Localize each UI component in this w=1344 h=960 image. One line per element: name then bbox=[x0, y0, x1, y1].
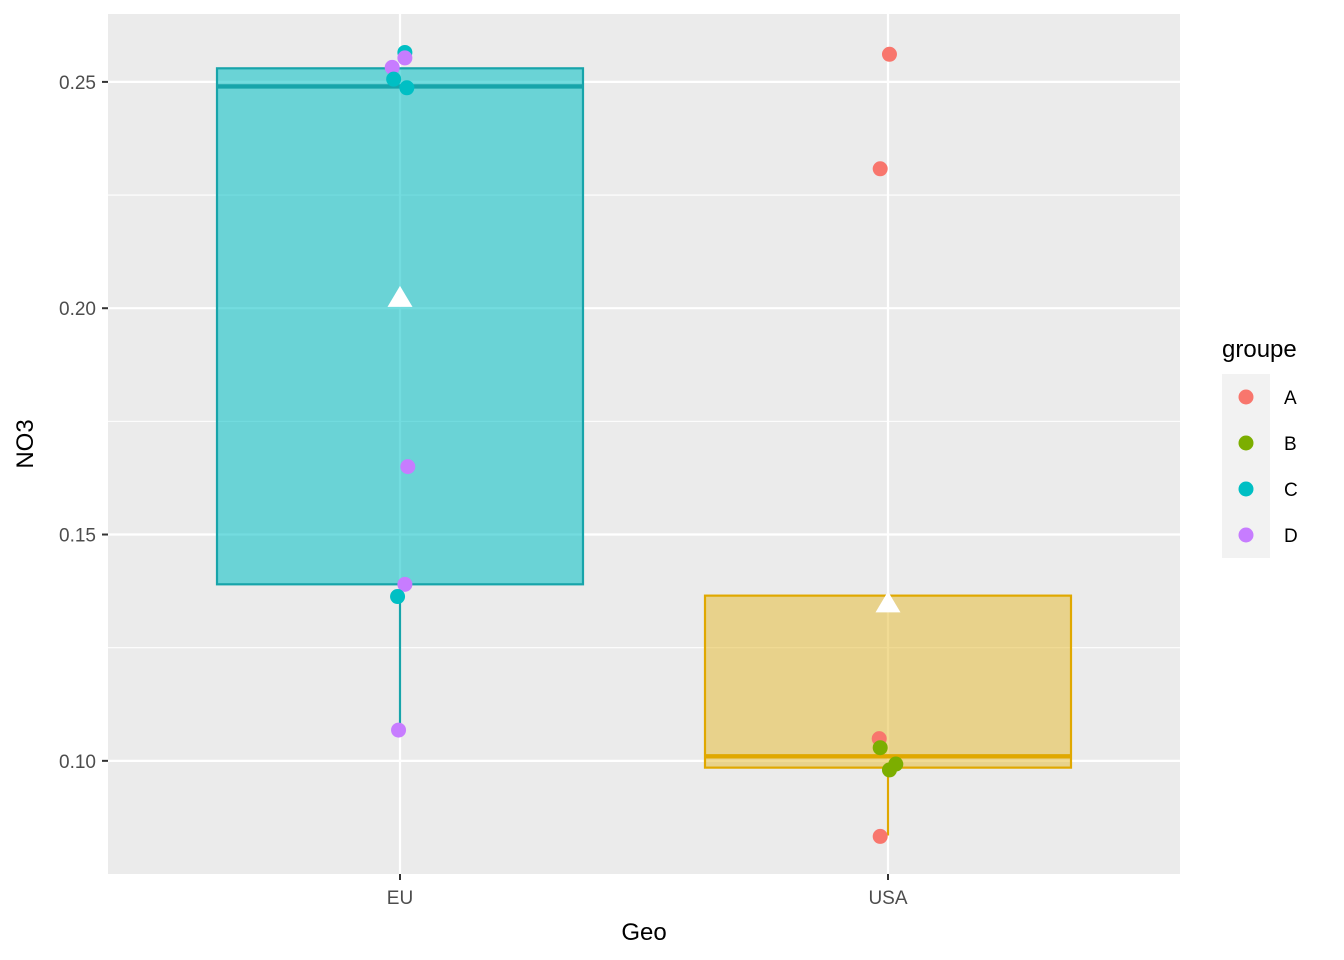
legend-key-background bbox=[1222, 374, 1270, 558]
box-usa bbox=[703, 594, 1073, 769]
x-tick-label: EU bbox=[387, 888, 413, 909]
x-axis-title: Geo bbox=[621, 919, 666, 946]
data-points bbox=[384, 44, 904, 844]
data-point-d bbox=[397, 576, 413, 592]
data-point-c bbox=[390, 589, 406, 605]
data-point-d bbox=[384, 59, 400, 75]
legend-key-c bbox=[1238, 481, 1254, 497]
legend-label-d: D bbox=[1284, 526, 1298, 547]
box-eu bbox=[215, 67, 585, 586]
mean-markers bbox=[387, 285, 901, 613]
y-tick-label: 0.10 bbox=[59, 752, 96, 773]
data-point-c bbox=[399, 80, 415, 96]
legend-title: groupe bbox=[1222, 336, 1297, 363]
boxes bbox=[215, 67, 1073, 769]
legend-key-d bbox=[1238, 527, 1254, 543]
data-point-c bbox=[386, 71, 402, 87]
mean-marker bbox=[875, 591, 901, 613]
legend-label-b: B bbox=[1284, 434, 1297, 455]
x-axis: EU USA bbox=[387, 874, 908, 909]
y-tick-label: 0.25 bbox=[59, 73, 96, 94]
data-point-a bbox=[872, 161, 888, 177]
y-tick-label: 0.15 bbox=[59, 526, 96, 547]
legend-key-b bbox=[1238, 435, 1254, 451]
y-axis: 0.10 0.15 0.20 0.25 bbox=[59, 73, 108, 773]
data-point-a bbox=[881, 46, 897, 62]
data-point-b bbox=[872, 740, 888, 756]
y-axis-title: NO3 bbox=[12, 419, 39, 468]
data-point-d bbox=[391, 722, 407, 738]
data-point-b bbox=[881, 762, 897, 778]
legend-key-a bbox=[1238, 389, 1254, 405]
legend: groupe A B C D bbox=[1222, 336, 1298, 558]
data-point-d bbox=[397, 50, 413, 66]
data-point-d bbox=[400, 459, 416, 475]
x-tick-label: USA bbox=[868, 888, 907, 909]
whiskers bbox=[398, 584, 890, 836]
legend-label-a: A bbox=[1284, 388, 1297, 409]
data-point-a bbox=[872, 828, 888, 844]
mean-marker bbox=[387, 285, 413, 307]
legend-label-c: C bbox=[1284, 480, 1298, 501]
y-tick-label: 0.20 bbox=[59, 299, 96, 320]
